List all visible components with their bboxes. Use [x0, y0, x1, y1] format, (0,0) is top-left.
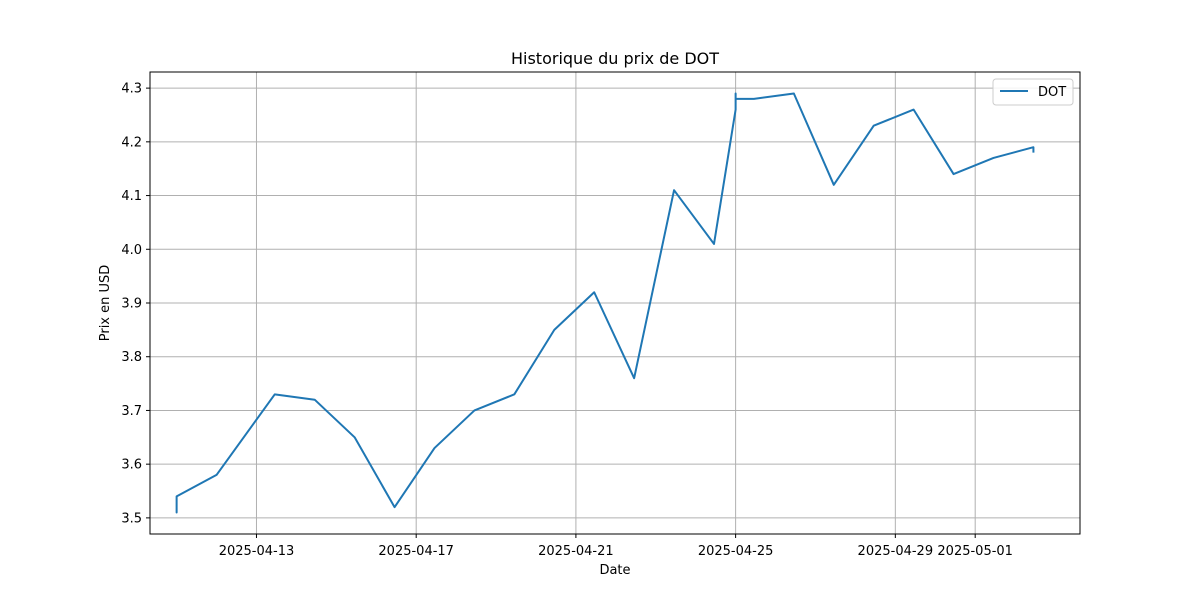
y-tick-label: 3.6	[121, 458, 142, 473]
y-tick-label: 4.2	[121, 135, 142, 150]
x-tick-label: 2025-04-21	[538, 544, 614, 559]
y-tick-label: 3.8	[121, 350, 142, 365]
x-tick-label: 2025-04-29	[858, 544, 934, 559]
y-tick-label: 3.7	[121, 404, 142, 419]
y-tick-label: 3.9	[121, 297, 142, 312]
y-tick-label: 3.5	[121, 511, 142, 526]
chart-title: Historique du prix de DOT	[511, 49, 719, 68]
legend-label-dot: DOT	[1038, 85, 1066, 100]
y-tick-label: 4.0	[121, 243, 142, 258]
x-tick-label: 2025-04-17	[378, 544, 454, 559]
legend: DOT	[993, 79, 1073, 105]
x-tick-label: 2025-04-25	[698, 544, 774, 559]
x-axis-label: Date	[599, 563, 630, 578]
y-tick-label: 4.1	[121, 189, 142, 204]
x-tick-label: 2025-05-01	[937, 544, 1013, 559]
y-tick-label: 4.3	[121, 82, 142, 97]
y-axis-label: Prix en USD	[98, 265, 113, 342]
x-tick-label: 2025-04-13	[219, 544, 295, 559]
